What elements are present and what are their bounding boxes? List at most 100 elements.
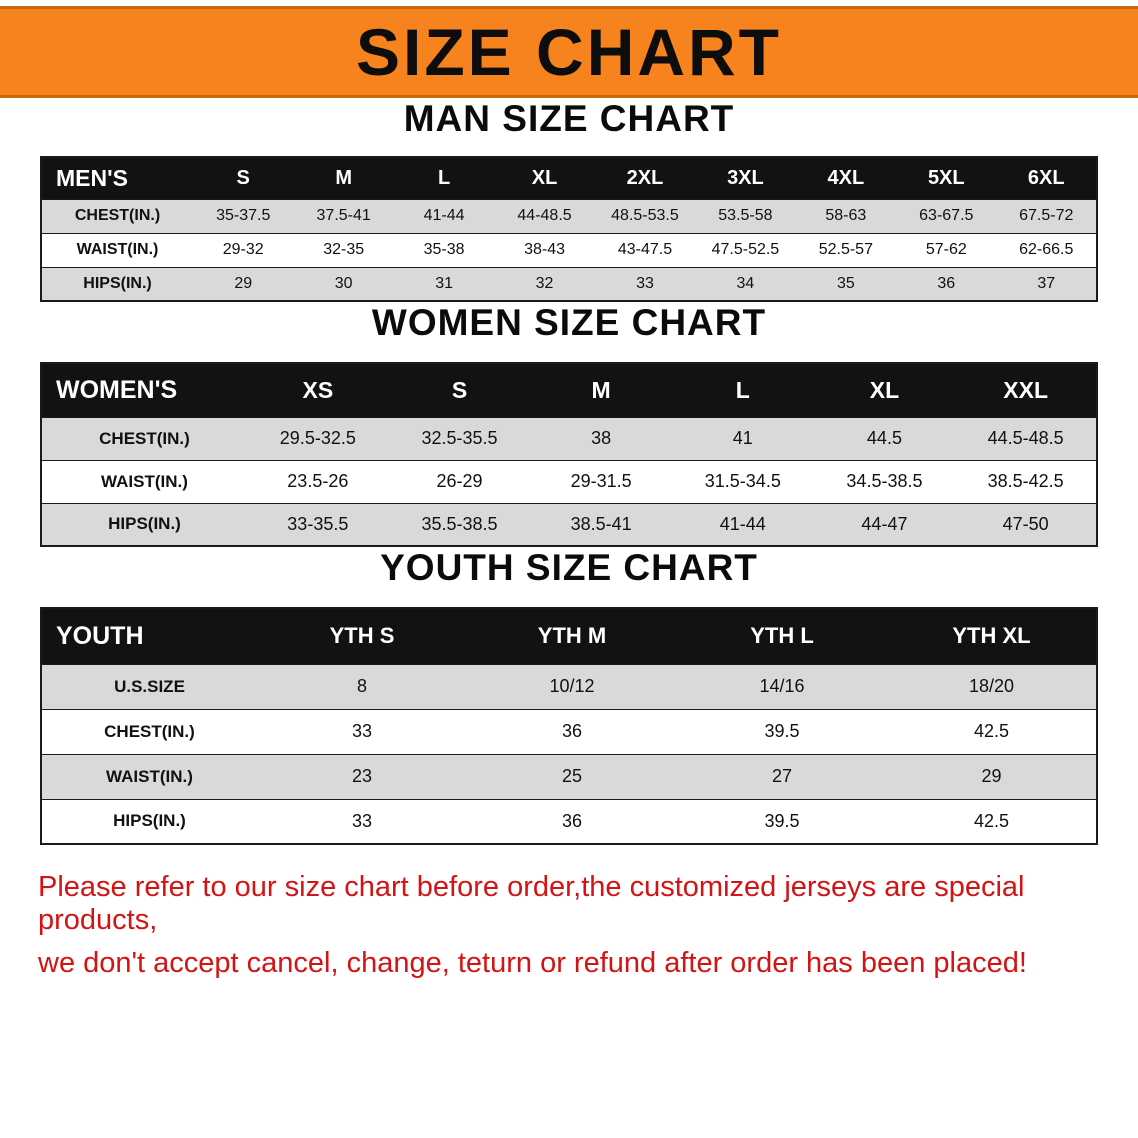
banner: SIZE CHART	[0, 6, 1138, 98]
table-cell: 41-44	[393, 198, 495, 234]
table-cell: 39.5	[677, 798, 887, 845]
table-cell: 18/20	[887, 663, 1097, 710]
table-cell: 44.5-48.5	[955, 416, 1097, 461]
table-title-cell: YOUTH	[41, 607, 257, 665]
row-label: HIPS(IN.)	[41, 266, 193, 302]
column-header: YTH XL	[887, 607, 1097, 665]
row-label: CHEST(IN.)	[41, 416, 247, 461]
table-row: HIPS(IN.) 29 30 31 32 33 34 35 36 37	[41, 266, 1097, 302]
page-title: SIZE CHART	[356, 15, 782, 89]
column-header: XL	[494, 156, 595, 200]
table-cell: 29	[193, 266, 294, 302]
header-row: MEN'S S M L XL 2XL 3XL 4XL 5XL 6XL	[41, 156, 1097, 200]
column-header: L	[671, 362, 814, 418]
table-cell: 42.5	[887, 798, 1097, 845]
column-header: XXL	[955, 362, 1097, 418]
table-row: HIPS(IN.) 33 36 39.5 42.5	[41, 798, 1097, 845]
table-cell: 32-35	[293, 232, 394, 268]
row-label: HIPS(IN.)	[41, 502, 247, 547]
table-cell: 35-37.5	[193, 198, 294, 234]
table-cell: 38.5-42.5	[955, 459, 1097, 504]
table-cell: 8	[257, 663, 467, 710]
table-cell: 27	[677, 753, 887, 800]
column-header: S	[193, 156, 294, 200]
column-header: YTH S	[257, 607, 467, 665]
table-cell: 44-48.5	[494, 198, 595, 234]
table-cell: 29-31.5	[530, 459, 672, 504]
table-cell: 41-44	[671, 502, 814, 547]
column-header: XS	[247, 362, 389, 418]
column-header: M	[530, 362, 672, 418]
table-cell: 29-32	[193, 232, 294, 268]
table-cell: 26-29	[388, 459, 531, 504]
table-row: WAIST(IN.) 23 25 27 29	[41, 753, 1097, 800]
table-row: HIPS(IN.) 33-35.5 35.5-38.5 38.5-41 41-44 44-…	[41, 502, 1097, 547]
table-cell: 57-62	[896, 232, 997, 268]
column-header: YTH M	[467, 607, 677, 665]
table-cell: 43-47.5	[594, 232, 696, 268]
table-cell: 39.5	[677, 708, 887, 755]
table-row: CHEST(IN.) 35-37.5 37.5-41 41-44 44-48.5 48.5…	[41, 198, 1097, 234]
women-heading: WOMEN SIZE CHART	[371, 302, 767, 343]
table-cell: 44.5	[813, 416, 956, 461]
size-chart-page: SIZE CHART MAN SIZE CHART MEN'S S M L XL 2XL 3…	[0, 6, 1138, 980]
footer-line-1: Please refer to our size chart before or…	[38, 871, 1025, 936]
table-cell: 38.5-41	[530, 502, 672, 547]
column-header: 5XL	[896, 156, 997, 200]
table-title-cell: WOMEN'S	[41, 362, 247, 418]
men-heading: MAN SIZE CHART	[403, 98, 735, 139]
table-cell: 63-67.5	[896, 198, 997, 234]
men-size-table: MEN'S S M L XL 2XL 3XL 4XL 5XL 6XL CHEST(IN.) 35-37…	[40, 156, 1098, 302]
row-label: WAIST(IN.)	[41, 459, 247, 504]
table-cell: 47-50	[955, 502, 1097, 547]
column-header: YTH L	[677, 607, 887, 665]
row-label: CHEST(IN.)	[41, 198, 193, 234]
column-header: 6XL	[996, 156, 1097, 200]
table-cell: 36	[896, 266, 997, 302]
row-label: HIPS(IN.)	[41, 798, 257, 845]
table-cell: 38	[530, 416, 672, 461]
youth-size-table: YOUTH YTH S YTH M YTH L YTH XL U.S.SIZE 8 10/12…	[40, 607, 1098, 845]
table-cell: 36	[467, 708, 677, 755]
table-row: WAIST(IN.) 23.5-26 26-29 29-31.5 31.5-34.5 34…	[41, 459, 1097, 504]
women-size-table: WOMEN'S XS S M L XL XXL CHEST(IN.) 29.5-32.5 32.5…	[40, 362, 1098, 547]
row-label: WAIST(IN.)	[41, 753, 257, 800]
men-section: MAN SIZE CHART MEN'S S M L XL 2XL 3XL 4XL 5XL 6XL…	[0, 98, 1138, 302]
table-cell: 32.5-35.5	[388, 416, 531, 461]
table-cell: 62-66.5	[996, 232, 1097, 268]
table-cell: 31.5-34.5	[671, 459, 814, 504]
women-section: WOMEN SIZE CHART WOMEN'S XS S M L XL XXL CHEST(…	[0, 302, 1138, 547]
table-cell: 44-47	[813, 502, 956, 547]
table-cell: 37	[996, 266, 1097, 302]
table-cell: 67.5-72	[996, 198, 1097, 234]
column-header: 4XL	[795, 156, 897, 200]
table-title-cell: MEN'S	[41, 156, 193, 200]
footer-note: Please refer to our size chart before or…	[38, 871, 1138, 980]
table-cell: 52.5-57	[795, 232, 897, 268]
table-cell: 32	[494, 266, 595, 302]
column-header: L	[393, 156, 495, 200]
table-cell: 41	[671, 416, 814, 461]
youth-section: YOUTH SIZE CHART YOUTH YTH S YTH M YTH L YTH…	[0, 547, 1138, 845]
table-row: CHEST(IN.) 29.5-32.5 32.5-35.5 38 41 44.5 44.5…	[41, 416, 1097, 461]
table-cell: 34	[695, 266, 796, 302]
table-cell: 33	[257, 708, 467, 755]
column-header: 3XL	[695, 156, 796, 200]
column-header: S	[388, 362, 531, 418]
table-cell: 10/12	[467, 663, 677, 710]
table-cell: 58-63	[795, 198, 897, 234]
table-cell: 42.5	[887, 708, 1097, 755]
table-cell: 25	[467, 753, 677, 800]
table-cell: 14/16	[677, 663, 887, 710]
table-cell: 29	[887, 753, 1097, 800]
table-row: CHEST(IN.) 33 36 39.5 42.5	[41, 708, 1097, 755]
table-cell: 23	[257, 753, 467, 800]
youth-heading: YOUTH SIZE CHART	[380, 547, 758, 588]
table-cell: 30	[293, 266, 394, 302]
table-row: WAIST(IN.) 29-32 32-35 35-38 38-43 43-47.5 47.…	[41, 232, 1097, 268]
table-cell: 36	[467, 798, 677, 845]
table-cell: 34.5-38.5	[813, 459, 956, 504]
table-cell: 33	[257, 798, 467, 845]
table-cell: 23.5-26	[247, 459, 389, 504]
header-row: WOMEN'S XS S M L XL XXL	[41, 362, 1097, 418]
